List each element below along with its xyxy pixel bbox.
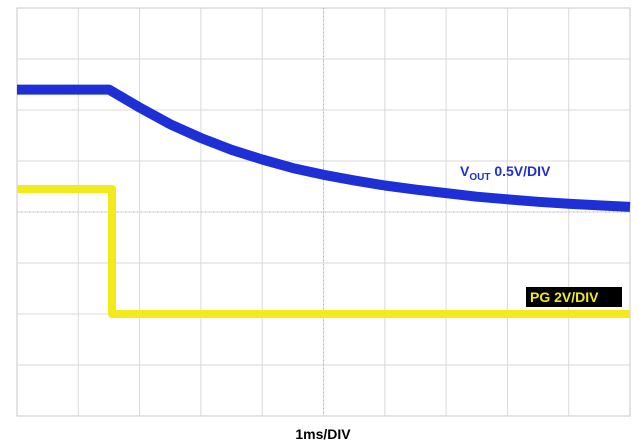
vout-label-sub: OUT [469,172,490,183]
traces [17,84,631,318]
grid [17,8,630,416]
vout-label-rest: 0.5V/DIV [490,163,551,179]
vout-label-main: V [460,163,470,179]
x-scale-label: 1ms/DIV [295,426,351,442]
vout-label: VOUT 0.5V/DIV [460,163,551,183]
pg-label: PG 2V/DIV [530,289,599,305]
pg-label-bg [526,287,622,307]
vout-trace [17,84,631,212]
